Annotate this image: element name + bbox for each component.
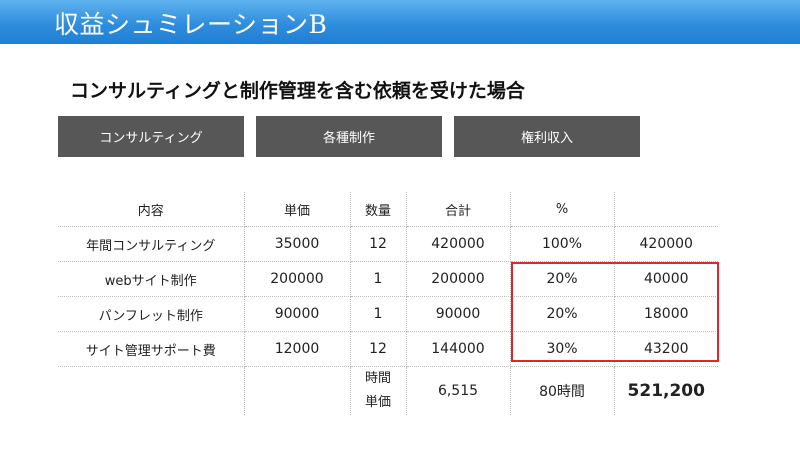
cell-subtotal: 90000 bbox=[406, 296, 511, 332]
cell-unit-price: 12000 bbox=[244, 331, 351, 367]
cell-quantity: 12 bbox=[350, 331, 407, 367]
grand-total: 521,200 bbox=[627, 381, 705, 401]
table-row: webサイト制作 200000 1 200000 20% 40000 bbox=[58, 261, 718, 297]
cell-amount: 43200 bbox=[614, 331, 718, 367]
total-blank bbox=[244, 366, 351, 415]
cell-item: パンフレット制作 bbox=[58, 296, 245, 332]
slide-header: 収益シュミレーションB bbox=[0, 0, 800, 44]
cell-percent: 20% bbox=[510, 296, 615, 332]
cell-item: 年間コンサルティング bbox=[58, 226, 245, 262]
tab-consulting[interactable]: コンサルティング bbox=[58, 116, 244, 157]
hourly-rate-label: 時間 単価 bbox=[350, 366, 407, 415]
table-header-row: 内容 単価 数量 合計 % bbox=[58, 192, 718, 227]
table-row: サイト管理サポート費 12000 12 144000 30% 43200 bbox=[58, 331, 718, 367]
cell-subtotal: 200000 bbox=[406, 261, 511, 297]
total-hours: 80時間 bbox=[510, 366, 615, 415]
cell-unit-price: 35000 bbox=[244, 226, 351, 262]
table-row: パンフレット制作 90000 1 90000 20% 18000 bbox=[58, 296, 718, 332]
hourly-rate-value: 6,515 bbox=[406, 366, 511, 415]
cell-subtotal: 420000 bbox=[406, 226, 511, 262]
revenue-table: 内容 単価 数量 合計 % 年間コンサルティング 35000 12 420000… bbox=[58, 192, 718, 415]
cell-amount: 40000 bbox=[614, 261, 718, 297]
cell-percent: 20% bbox=[510, 261, 615, 297]
header-item: 内容 bbox=[58, 192, 245, 227]
slide-title: 収益シュミレーションB bbox=[54, 10, 328, 39]
cell-percent: 100% bbox=[510, 226, 615, 262]
total-blank bbox=[58, 366, 245, 415]
tab-production[interactable]: 各種制作 bbox=[256, 116, 442, 157]
cell-percent: 30% bbox=[510, 331, 615, 367]
cell-quantity: 12 bbox=[350, 226, 407, 262]
header-amount bbox=[614, 192, 718, 227]
tab-royalty[interactable]: 権利収入 bbox=[454, 116, 640, 157]
total-row: 時間 単価 6,515 80時間 521,200 bbox=[58, 366, 718, 415]
cell-amount: 18000 bbox=[614, 296, 718, 332]
hourly-label-line1: 時間 bbox=[364, 371, 391, 386]
page-subtitle: コンサルティングと制作管理を含む依頼を受けた場合 bbox=[70, 80, 525, 102]
cell-unit-price: 200000 bbox=[244, 261, 351, 297]
cell-amount: 420000 bbox=[614, 226, 718, 262]
header-unit-price: 単価 bbox=[244, 192, 351, 227]
hourly-label-line2: 単価 bbox=[364, 395, 391, 410]
cell-unit-price: 90000 bbox=[244, 296, 351, 332]
cell-item: サイト管理サポート費 bbox=[58, 331, 245, 367]
header-subtotal: 合計 bbox=[406, 192, 511, 227]
header-percent: % bbox=[510, 192, 615, 227]
cell-quantity: 1 bbox=[350, 296, 407, 332]
cell-subtotal: 144000 bbox=[406, 331, 511, 367]
cell-item: webサイト制作 bbox=[58, 261, 245, 297]
table-row: 年間コンサルティング 35000 12 420000 100% 420000 bbox=[58, 226, 718, 262]
header-quantity: 数量 bbox=[350, 192, 407, 227]
cell-quantity: 1 bbox=[350, 261, 407, 297]
